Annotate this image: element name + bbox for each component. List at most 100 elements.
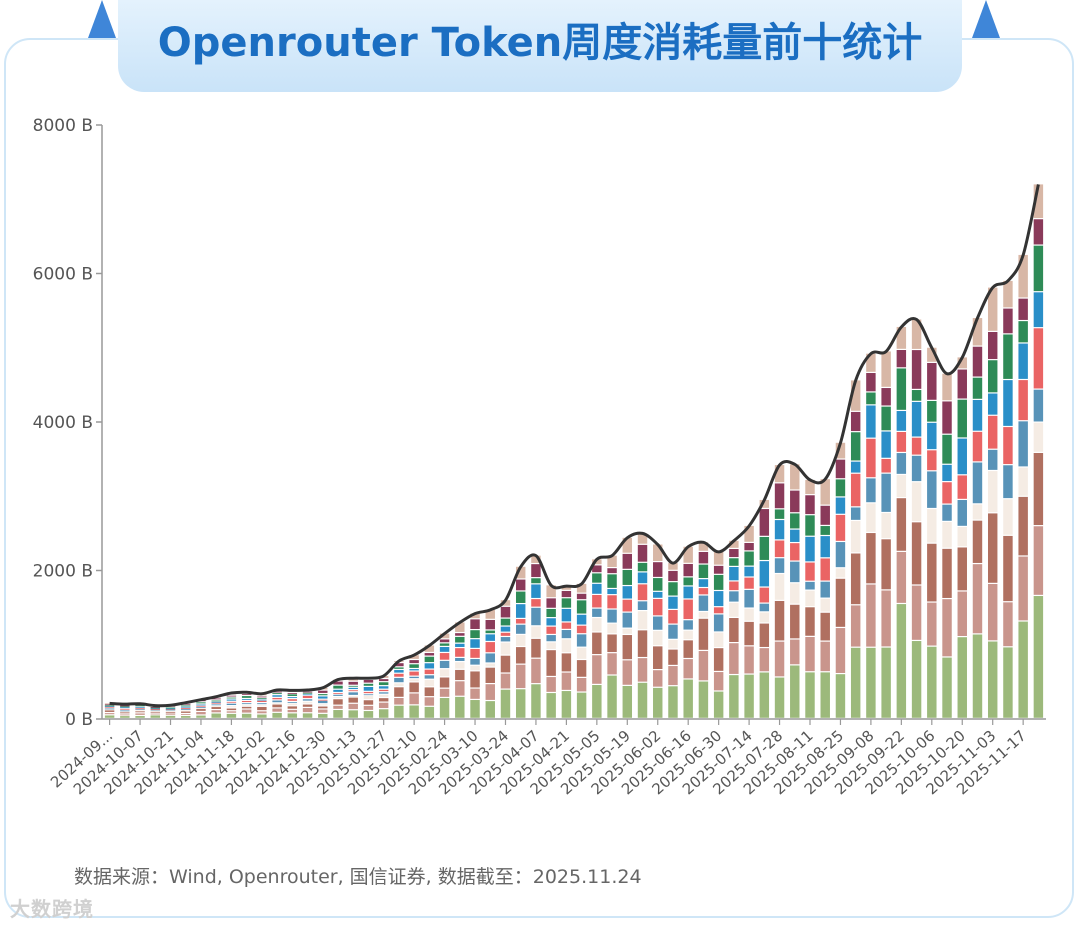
bar-segment xyxy=(881,590,891,647)
bar-segment xyxy=(424,687,435,697)
bar-segment xyxy=(592,573,602,583)
bar-stack xyxy=(135,703,145,718)
bar-segment xyxy=(470,619,480,629)
bar-segment xyxy=(881,458,891,473)
bar-segment xyxy=(150,709,161,711)
bar-segment xyxy=(287,713,298,718)
title-ear-left xyxy=(88,0,116,38)
bar-segment xyxy=(226,697,237,699)
bar-segment xyxy=(211,706,221,708)
bar-segment xyxy=(515,664,526,689)
bar-segment xyxy=(500,655,511,673)
bar-segment xyxy=(835,459,846,479)
bar-segment xyxy=(165,708,176,710)
bar-segment xyxy=(850,432,861,461)
bar-segment xyxy=(485,663,495,667)
bar-segment xyxy=(333,710,343,718)
bar-segment xyxy=(196,704,206,706)
bar-segment xyxy=(713,632,724,647)
bar-segment xyxy=(683,599,693,620)
bar-segment xyxy=(302,704,313,707)
bar-segment xyxy=(987,393,998,415)
bar-segment xyxy=(455,681,465,696)
bar-segment xyxy=(957,399,967,438)
bar-segment xyxy=(272,704,282,708)
bar-segment xyxy=(866,647,876,718)
bar-segment xyxy=(455,643,465,647)
bar-segment xyxy=(485,642,495,653)
bar-stack xyxy=(470,613,480,718)
bar-segment xyxy=(576,647,587,659)
bar-segment xyxy=(637,533,648,544)
bar-segment xyxy=(196,707,206,708)
bar-segment xyxy=(104,709,115,710)
bar-segment xyxy=(531,658,541,684)
y-tick-label: 8000 B xyxy=(33,116,93,136)
bar-segment xyxy=(104,713,115,715)
bar-segment xyxy=(394,683,404,687)
bar-segment xyxy=(881,473,891,512)
bar-segment xyxy=(607,623,617,634)
bar-segment xyxy=(911,585,922,640)
bar-segment xyxy=(318,696,328,699)
bar-segment xyxy=(881,431,891,458)
bar-segment xyxy=(622,599,633,612)
bar-segment xyxy=(592,559,602,565)
bar-segment xyxy=(668,686,678,718)
bar-segment xyxy=(150,708,161,710)
bar-segment xyxy=(713,672,724,691)
bar-segment xyxy=(911,437,922,455)
bar-segment xyxy=(911,455,922,482)
bar-segment xyxy=(607,675,617,718)
bar-segment xyxy=(622,685,633,718)
bar-segment xyxy=(637,601,648,610)
bar-segment xyxy=(500,673,511,689)
bar-segment xyxy=(272,691,282,693)
bar-segment xyxy=(1033,596,1044,718)
bar-segment xyxy=(607,653,617,675)
bar-segment xyxy=(729,567,739,581)
bar-segment xyxy=(668,666,678,686)
bar-segment xyxy=(302,691,313,693)
bar-segment xyxy=(759,603,770,612)
bar-segment xyxy=(439,669,450,677)
bar-segment xyxy=(409,693,419,705)
y-tick-label: 0 B xyxy=(65,710,93,730)
bar-stack xyxy=(866,353,876,718)
bar-segment xyxy=(104,706,115,708)
bar-segment xyxy=(637,544,648,562)
bar-segment xyxy=(394,705,404,718)
bar-segment xyxy=(927,543,937,602)
bar-segment xyxy=(135,705,145,707)
bar-segment xyxy=(683,620,693,630)
bar-segment xyxy=(333,681,343,685)
bar-segment xyxy=(683,563,693,577)
bar-segment xyxy=(820,558,830,581)
bar-segment xyxy=(942,521,952,548)
bar-segment xyxy=(866,503,876,532)
bar-segment xyxy=(729,618,739,643)
bar-segment xyxy=(409,669,419,671)
title-background xyxy=(118,0,962,92)
bar-segment xyxy=(120,716,130,718)
bar-segment xyxy=(1018,496,1028,556)
bar-segment xyxy=(896,432,907,452)
bar-segment xyxy=(850,507,861,520)
bar-segment xyxy=(241,699,252,700)
bar-stack xyxy=(241,692,252,718)
bar-segment xyxy=(759,648,770,672)
bar-segment xyxy=(759,612,770,623)
bar-stack xyxy=(150,705,161,718)
bar-segment xyxy=(272,697,282,700)
bar-stack xyxy=(165,705,176,718)
bar-stack xyxy=(896,326,907,718)
bar-segment xyxy=(378,694,389,697)
bar-segment xyxy=(287,701,298,703)
bar-segment xyxy=(1033,452,1044,526)
bar-segment xyxy=(318,700,328,704)
bar-segment xyxy=(744,566,754,577)
bar-stack xyxy=(546,585,556,718)
bar-segment xyxy=(683,630,693,640)
bar-segment xyxy=(972,431,983,462)
bar-segment xyxy=(318,704,328,706)
